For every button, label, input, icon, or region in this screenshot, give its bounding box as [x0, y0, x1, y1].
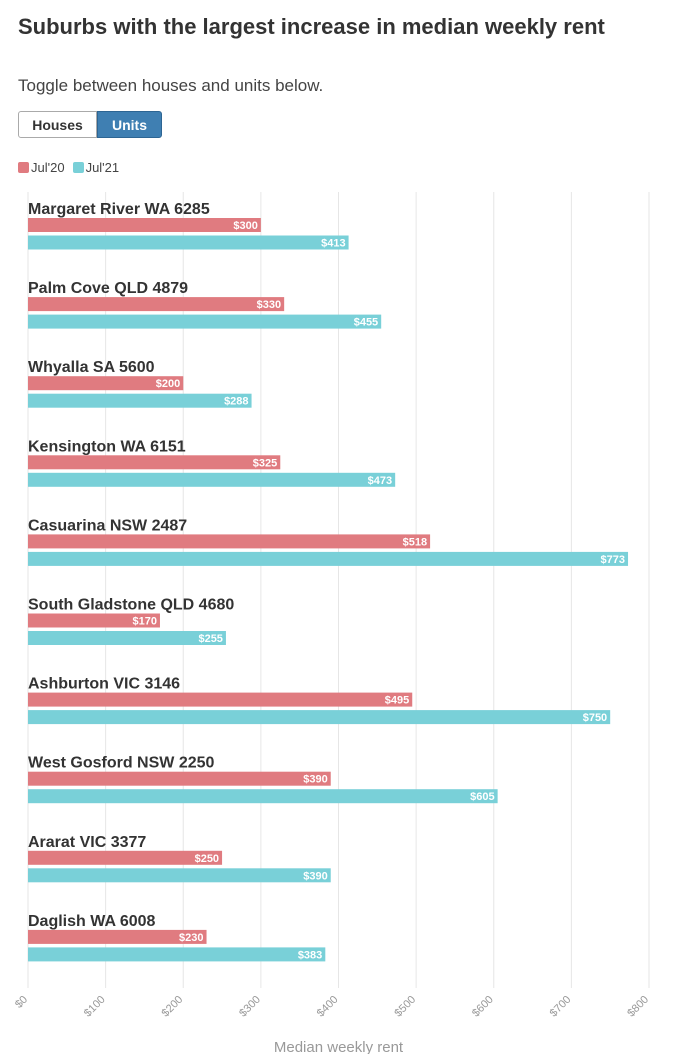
bar-jul21	[28, 472, 396, 487]
category-label: West Gosford NSW 2250	[28, 755, 215, 772]
legend-label-jul20: Jul'20	[31, 160, 65, 175]
bar-jul20	[28, 455, 281, 470]
x-tick-label: $700	[548, 994, 574, 1020]
data-label: $255	[198, 633, 222, 645]
data-label: $773	[601, 554, 625, 566]
bar-jul21	[28, 393, 252, 408]
legend-swatch-jul21	[72, 162, 84, 173]
x-tick-label: $400	[315, 994, 341, 1020]
legend-item-jul20[interactable]: Jul'20	[18, 160, 65, 175]
bar-jul21	[28, 235, 349, 250]
data-label: $330	[257, 299, 281, 311]
x-tick-label: $300	[237, 994, 263, 1020]
x-tick-label: $500	[392, 994, 418, 1020]
bar-jul21	[28, 551, 629, 566]
bar-jul20	[28, 376, 184, 391]
chart-title: Suburbs with the largest increase in med…	[18, 14, 605, 39]
x-tick-label: $800	[625, 994, 651, 1020]
bar-jul20	[28, 771, 331, 786]
chart-subtitle: Toggle between houses and units below.	[18, 76, 324, 95]
bar-jul21	[28, 710, 611, 725]
category-label: Ashburton VIC 3146	[28, 676, 180, 693]
housing-type-toggle: Houses Units	[18, 111, 162, 138]
data-label: $325	[253, 457, 277, 469]
data-label: $200	[156, 378, 180, 390]
legend-item-jul21[interactable]: Jul'21	[72, 160, 120, 175]
data-label: $300	[233, 220, 257, 232]
houses-toggle-button[interactable]: Houses	[18, 111, 97, 138]
data-label: $473	[368, 475, 392, 487]
bar-jul20	[28, 692, 413, 707]
category-label: South Gladstone QLD 4680	[28, 597, 234, 614]
chart-legend: Jul'20 Jul'21	[18, 160, 127, 175]
bar-jul21	[28, 631, 226, 645]
category-label: Whyalla SA 5600	[28, 359, 155, 376]
units-toggle-button[interactable]: Units	[97, 111, 162, 138]
bar-jul21	[28, 789, 498, 804]
legend-swatch-jul20	[18, 162, 29, 173]
bar-jul20	[28, 534, 431, 549]
bar-jul21	[28, 314, 382, 329]
category-label: Casuarina NSW 2487	[28, 517, 187, 534]
bar-jul21	[28, 868, 331, 883]
bar-jul20	[28, 929, 207, 944]
bar-jul20	[28, 297, 285, 312]
x-tick-label: $100	[82, 994, 108, 1020]
data-label: $390	[303, 870, 327, 882]
data-label: $455	[354, 317, 378, 329]
data-label: $390	[303, 774, 327, 786]
data-label: $495	[385, 695, 409, 707]
bar-jul20	[28, 218, 261, 232]
bar-jul20	[28, 850, 223, 865]
category-label: Kensington WA 6151	[28, 438, 186, 455]
data-label: $750	[583, 712, 607, 724]
category-label: Ararat VIC 3377	[28, 834, 146, 851]
category-label: Margaret River WA 6285	[28, 201, 210, 218]
data-label: $413	[321, 238, 345, 250]
data-label: $383	[298, 949, 322, 961]
category-label: Palm Cove QLD 4879	[28, 280, 188, 297]
data-label: $170	[132, 616, 156, 628]
data-label: $288	[224, 396, 248, 408]
x-tick-label: $0	[13, 994, 30, 1011]
data-label: $230	[179, 932, 203, 944]
data-label: $250	[195, 853, 219, 865]
x-tick-label: $200	[160, 994, 186, 1020]
bar-jul20	[28, 613, 160, 628]
data-label: $605	[470, 791, 494, 803]
x-axis-label: Median weekly rent	[274, 1039, 404, 1054]
x-tick-label: $600	[470, 994, 496, 1020]
bar-jul21	[28, 947, 326, 962]
category-label: Daglish WA 6008	[28, 913, 156, 930]
legend-label-jul21: Jul'21	[85, 160, 120, 175]
data-label: $518	[403, 536, 427, 548]
